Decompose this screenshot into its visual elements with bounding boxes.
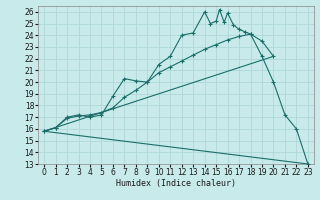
X-axis label: Humidex (Indice chaleur): Humidex (Indice chaleur) [116,179,236,188]
